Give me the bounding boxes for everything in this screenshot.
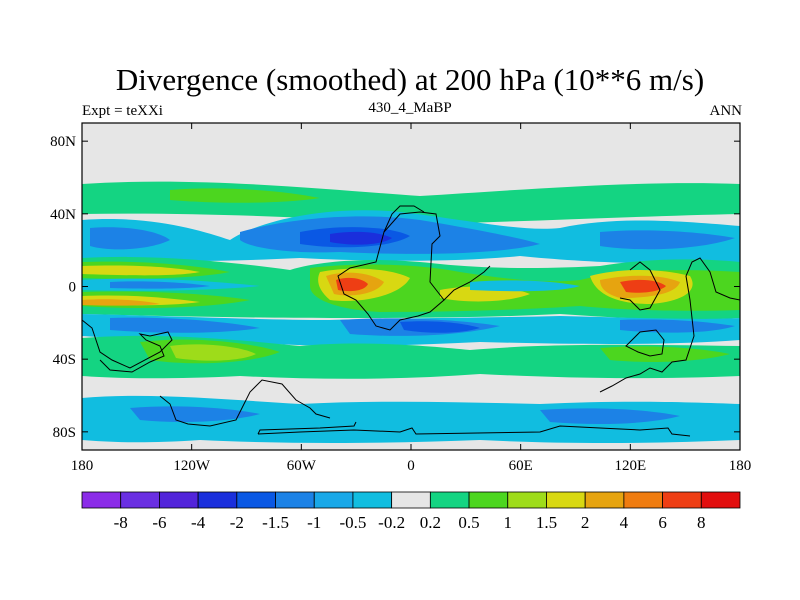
colorbar-box-1 xyxy=(120,491,160,509)
colorbar-label-5: -1 xyxy=(307,513,321,532)
colorbar-label-4: -1.5 xyxy=(262,513,289,532)
axis-ticks: 180 120W 60W 0 60E 120E 180 80N 40N 0 40S 80S xyxy=(50,123,751,474)
outline-europe xyxy=(383,205,425,233)
outline-australia xyxy=(625,329,665,357)
contour-s-highlat-neg1 xyxy=(82,395,740,443)
colorbar-box-2 xyxy=(159,491,199,509)
colorbar-box-16 xyxy=(700,491,741,509)
colorbar-box-12 xyxy=(546,491,586,509)
outline-south-america xyxy=(159,379,331,427)
colorbar-box-4 xyxy=(236,491,276,509)
colorbar-box-3 xyxy=(197,491,238,509)
y-tick-label-0: 80N xyxy=(50,134,76,150)
colorbar-box-0 xyxy=(81,491,122,509)
colorbar-label-10: 1 xyxy=(504,513,513,532)
colorbar-label-6: -0.5 xyxy=(339,513,366,532)
colorbar-label-13: 4 xyxy=(620,513,629,532)
y-tick-label-2: 0 xyxy=(69,280,77,296)
contour-eq-pos2 xyxy=(82,261,740,312)
contour-s-midlat-pos3 xyxy=(170,344,256,361)
x-tick-label-3: 0 xyxy=(407,458,415,474)
contour-s-subtrop-neg3 xyxy=(400,321,480,333)
colorbar-label-2: -4 xyxy=(191,513,206,532)
outline-americas xyxy=(82,319,173,373)
chart-title: Divergence (smoothed) at 200 hPa (10**6 … xyxy=(115,62,705,97)
x-tick-label-6: 180 xyxy=(729,458,752,474)
colorbar-label-12: 2 xyxy=(581,513,590,532)
colorbar-label-7: -0.2 xyxy=(378,513,405,532)
colorbar: -8 -6 -4 -2 -1.5 -1 -0.5 -0.2 0.2 0.5 1 1.5 2 4 6 8 xyxy=(81,491,741,532)
colorbar-label-3: -2 xyxy=(230,513,244,532)
colorbar-label-0: -8 xyxy=(114,513,128,532)
colorbar-label-1: -6 xyxy=(152,513,166,532)
colorbar-label-8: 0.2 xyxy=(420,513,441,532)
x-tick-label-1: 120W xyxy=(173,458,211,474)
contour-eq-pos4 xyxy=(82,272,680,306)
contour-eq-neg-streak xyxy=(82,278,580,292)
continent-outlines xyxy=(82,205,740,437)
outline-arabia xyxy=(443,265,491,301)
colorbar-box-15 xyxy=(662,491,702,509)
x-tick-label-2: 60W xyxy=(287,458,317,474)
subtitle-center: 430_4_MaBP xyxy=(368,100,452,116)
outline-indonesia xyxy=(619,261,661,311)
x-tick-label-4: 60E xyxy=(509,458,533,474)
outline-asia-maritime xyxy=(599,257,740,393)
contour-n-subtrop-neg2 xyxy=(90,216,735,254)
x-tick-label-5: 120E xyxy=(614,458,646,474)
contour-n-midlat-pos-b xyxy=(170,188,320,203)
colorbar-box-5 xyxy=(275,491,315,509)
y-tick-label-1: 40N xyxy=(50,207,76,223)
outline-antarctic-coast xyxy=(257,421,357,435)
colorbar-label-11: 1.5 xyxy=(536,513,557,532)
outline-antarctica xyxy=(257,425,691,437)
contour-eq-neg-streak2 xyxy=(110,281,210,289)
subtitle-left: Expt = teXXi xyxy=(82,103,163,119)
colorbar-box-8 xyxy=(391,491,431,509)
x-tick-label-0: 180 xyxy=(71,458,94,474)
subtitle-right: ANN xyxy=(709,103,743,119)
contour-field xyxy=(82,123,740,450)
colorbar-box-13 xyxy=(584,491,625,509)
contour-s-midlat-pos2 xyxy=(140,339,730,364)
colorbar-box-11 xyxy=(507,491,547,509)
colorbar-box-7 xyxy=(352,491,393,509)
colorbar-box-14 xyxy=(623,491,663,509)
colorbar-label-14: 6 xyxy=(658,513,667,532)
colorbar-box-10 xyxy=(468,491,509,509)
contour-s-highlat-neg2 xyxy=(130,406,680,424)
y-tick-label-4: 80S xyxy=(53,425,76,441)
contour-n-subtrop-neg4 xyxy=(330,231,392,245)
contour-eq-pos3 xyxy=(82,265,693,306)
contour-eq-pos5 xyxy=(336,277,666,293)
y-tick-label-3: 40S xyxy=(53,352,76,368)
colorbar-label-9: 0.5 xyxy=(458,513,479,532)
colorbar-box-6 xyxy=(313,491,354,509)
colorbar-label-15: 8 xyxy=(697,513,706,532)
outline-africa-europe xyxy=(337,211,445,331)
colorbar-box-9 xyxy=(429,491,470,509)
